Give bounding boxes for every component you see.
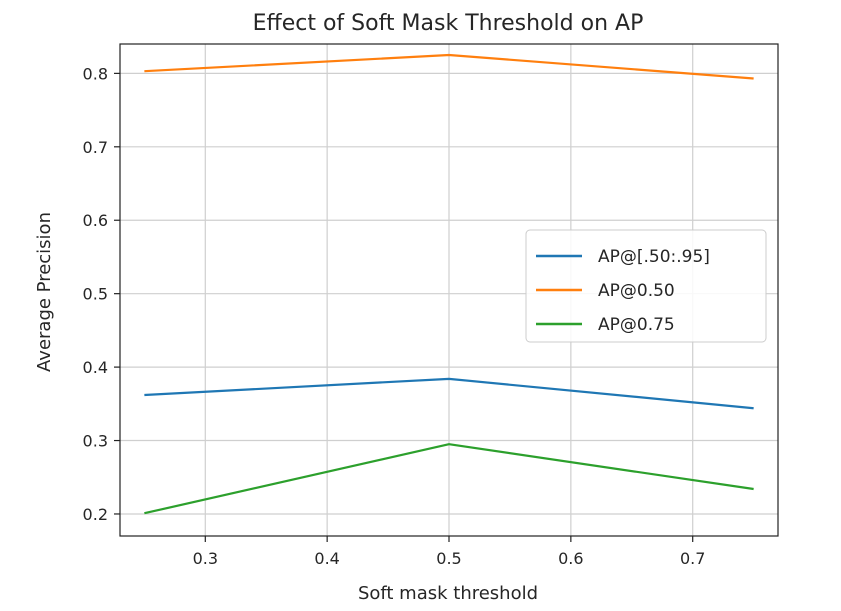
legend-label: AP@[.50:.95] [598,247,710,267]
series-lines [144,53,754,515]
x-axis-label: Soft mask threshold [358,583,538,604]
y-axis-label: Average Precision [34,212,55,372]
series-line-1 [144,377,754,410]
legend: AP@[.50:.95] AP@0.50 AP@0.75 [525,229,767,343]
y-tick-label: 0.4 [83,358,108,377]
chart-title: Effect of Soft Mask Threshold on AP [253,11,644,36]
y-tick-label: 0.6 [83,211,108,230]
x-tick-label: 0.6 [558,549,583,568]
legend-label: AP@0.75 [598,315,675,335]
y-tick-label: 0.5 [83,285,108,304]
y-tick-label: 0.2 [83,505,108,524]
x-tick-label: 0.7 [680,549,705,568]
legend-box [525,229,767,343]
x-axis-ticks: 0.3 0.4 0.5 0.6 0.7 [193,536,705,568]
x-tick-label: 0.3 [193,549,218,568]
y-tick-label: 0.7 [83,138,108,157]
legend-label: AP@0.50 [598,281,675,301]
y-tick-label: 0.8 [83,64,108,83]
y-tick-label: 0.3 [83,432,108,451]
series-line-2 [144,53,754,80]
x-tick-label: 0.4 [314,549,339,568]
y-axis-ticks: 0.2 0.3 0.4 0.5 0.6 0.7 0.8 [83,64,120,524]
x-tick-label: 0.5 [436,549,461,568]
series-line-3 [144,443,754,515]
